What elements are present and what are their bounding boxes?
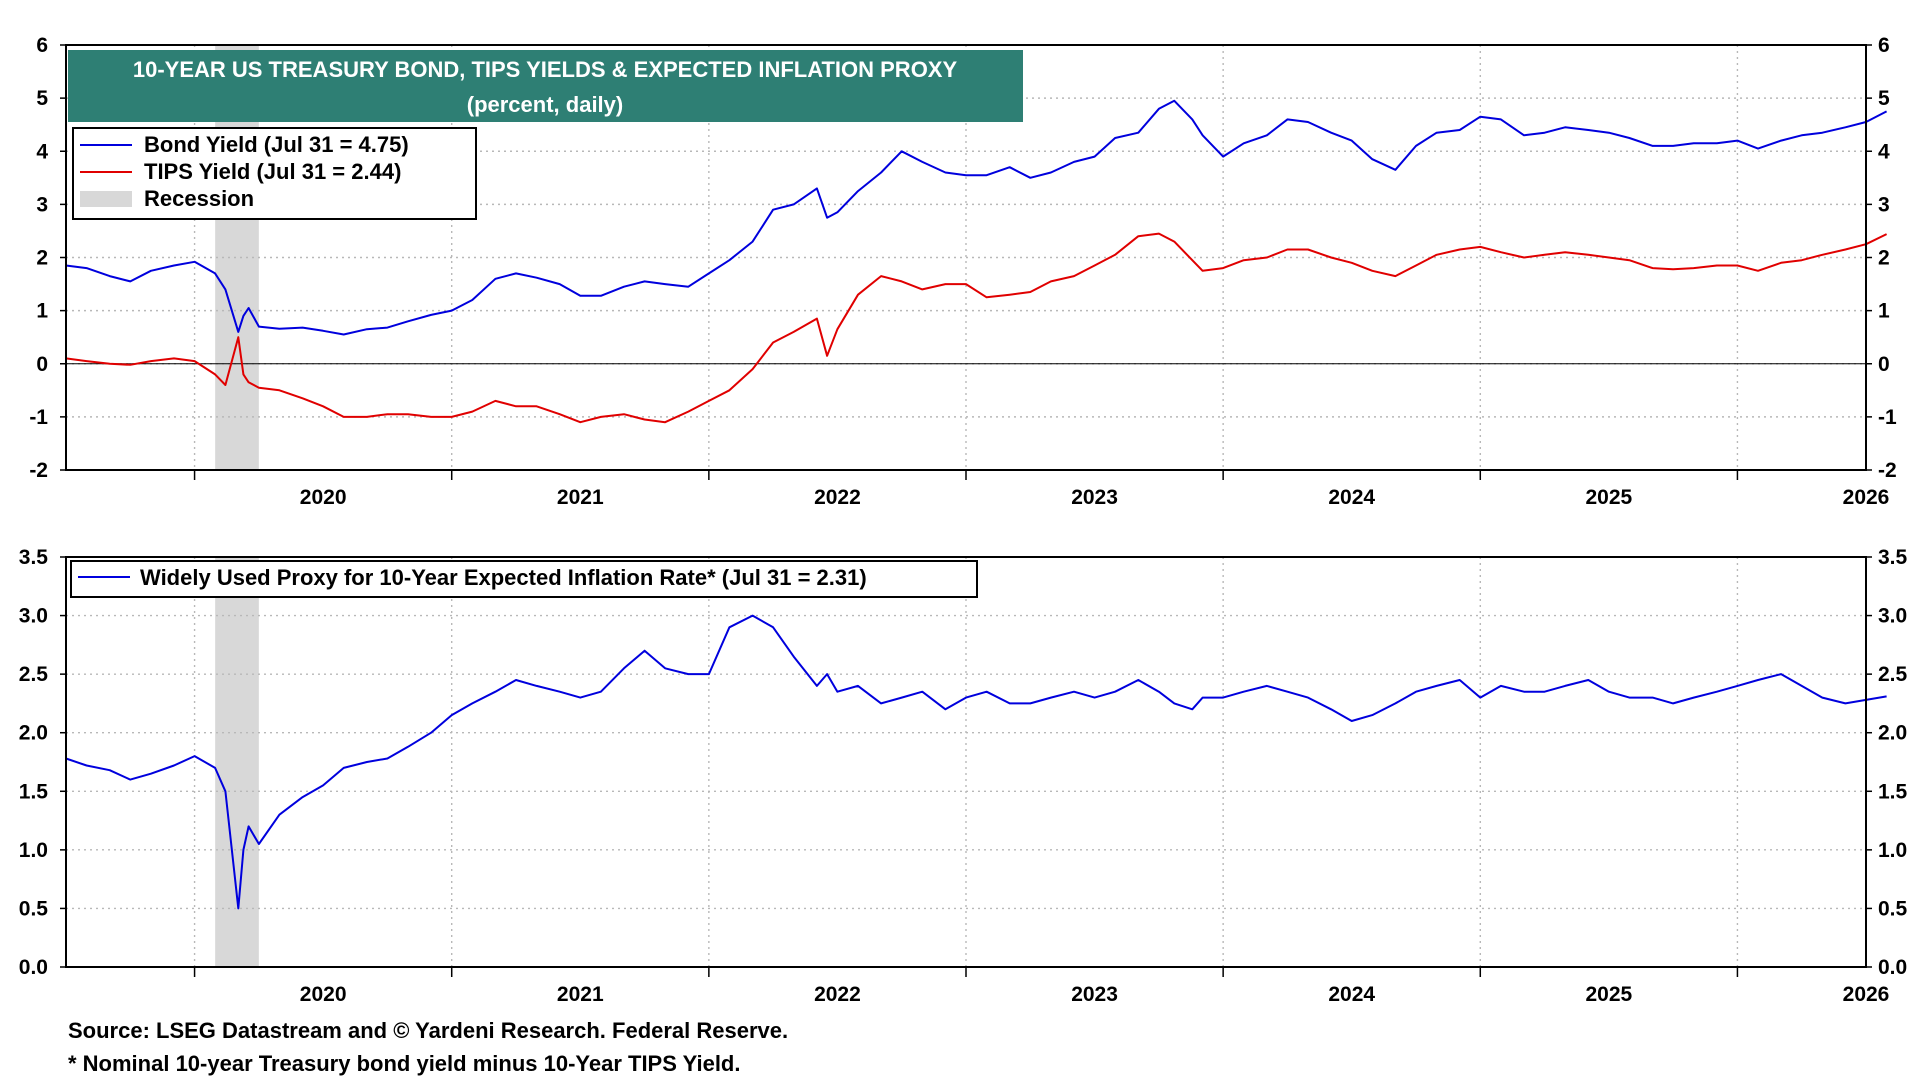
top-ytick-label-right: 1 (1878, 300, 1890, 323)
top-ytick-label-right: 3 (1878, 193, 1890, 216)
bottom-panel: 0.0 0.0 0.5 0.5 1.0 1.0 1.5 1.5 2.0 2.0 2.5 2.5 3.0 3… (19, 546, 1908, 1006)
top-ytick-label-right: 6 (1878, 34, 1890, 57)
legend-label-recession: Recession (144, 186, 254, 211)
top-ytick-label-left: 3 (36, 193, 48, 216)
legend-label-tips-yield: TIPS Yield (Jul 31 = 2.44) (144, 159, 401, 184)
top-xtick-label: 2026 (1843, 486, 1890, 509)
bottom-legend: Widely Used Proxy for 10-Year Expected I… (70, 560, 978, 598)
bottom-ytick-label-left: 3.5 (19, 546, 49, 569)
top-ytick-label-right: 0 (1878, 353, 1890, 376)
bottom-ytick-label-right: 1.0 (1878, 839, 1907, 862)
top-series-line-1 (65, 232, 1888, 424)
chart-title-box: 10-YEAR US TREASURY BOND, TIPS YIELDS & … (68, 50, 1023, 122)
source-note: Source: LSEG Datastream and © Yardeni Re… (68, 1018, 789, 1043)
bottom-series-line-0 (65, 614, 1887, 910)
legend-swatch-recession (80, 191, 132, 207)
top-xtick-label: 2024 (1328, 486, 1375, 509)
bottom-ytick-label-right: 0.5 (1878, 897, 1908, 920)
legend-label-inflation-proxy: Widely Used Proxy for 10-Year Expected I… (140, 565, 867, 590)
top-xtick-label: 2020 (300, 486, 347, 509)
bottom-xtick-label: 2024 (1328, 983, 1375, 1006)
top-ytick-label-left: 5 (36, 87, 48, 110)
chart-subtitle: (percent, daily) (467, 92, 623, 117)
legend-label-bond-yield: Bond Yield (Jul 31 = 4.75) (144, 132, 409, 157)
top-ytick-label-left: 0 (36, 353, 48, 376)
footnote-definition: * Nominal 10-year Treasury bond yield mi… (68, 1051, 741, 1076)
top-ytick-label-right: -2 (1878, 459, 1897, 482)
bottom-ytick-label-left: 0.5 (19, 897, 49, 920)
top-panel: -2 -2 -1 -1 0 0 1 1 2 2 3 3 4 4 5 5 6 6 2020 2021 2022 2023 2… (29, 34, 1897, 509)
bottom-ytick-label-right: 3.5 (1878, 546, 1908, 569)
bottom-xtick-label: 2025 (1585, 983, 1632, 1006)
bottom-ytick-label-left: 0.0 (19, 956, 48, 979)
top-ytick-label-left: -1 (29, 406, 48, 429)
bottom-ytick-label-right: 2.5 (1878, 663, 1908, 686)
top-ytick-label-left: 1 (36, 300, 48, 323)
top-xtick-label: 2025 (1585, 486, 1632, 509)
top-ytick-label-left: 6 (36, 34, 48, 57)
top-xtick-label: 2022 (814, 486, 861, 509)
top-ytick-label-right: -1 (1878, 406, 1897, 429)
bottom-ytick-label-left: 1.5 (19, 780, 49, 803)
top-series-line-0 (65, 99, 1888, 336)
chart-title: 10-YEAR US TREASURY BOND, TIPS YIELDS & … (133, 57, 958, 82)
bottom-ytick-label-right: 1.5 (1878, 780, 1908, 803)
top-xtick-label: 2021 (557, 486, 604, 509)
bottom-ytick-label-right: 0.0 (1878, 956, 1907, 979)
bottom-ytick-label-left: 2.0 (19, 722, 48, 745)
top-legend: Bond Yield (Jul 31 = 4.75) TIPS Yield (J… (72, 127, 477, 220)
bottom-xtick-label: 2026 (1843, 983, 1890, 1006)
bottom-ytick-label-right: 3.0 (1878, 605, 1907, 628)
bottom-xtick-label: 2020 (300, 983, 347, 1006)
top-ytick-label-right: 4 (1878, 140, 1890, 163)
top-ytick-label-left: -2 (29, 459, 48, 482)
bottom-ytick-label-left: 1.0 (19, 839, 48, 862)
top-ytick-label-left: 2 (36, 247, 48, 270)
top-xtick-label: 2023 (1071, 486, 1118, 509)
yields-chart-figure: -2 -2 -1 -1 0 0 1 1 2 2 3 3 4 4 5 5 6 6 2020 2021 2022 2023 2… (19, 34, 1908, 1006)
bottom-xtick-label: 2021 (557, 983, 604, 1006)
bottom-xtick-label: 2023 (1071, 983, 1118, 1006)
top-ytick-label-right: 5 (1878, 87, 1890, 110)
bottom-ytick-label-left: 2.5 (19, 663, 49, 686)
bottom-ytick-label-left: 3.0 (19, 605, 48, 628)
top-ytick-label-right: 2 (1878, 247, 1890, 270)
top-ytick-label-left: 4 (36, 140, 48, 163)
bottom-ytick-label-right: 2.0 (1878, 722, 1907, 745)
bottom-xtick-label: 2022 (814, 983, 861, 1006)
